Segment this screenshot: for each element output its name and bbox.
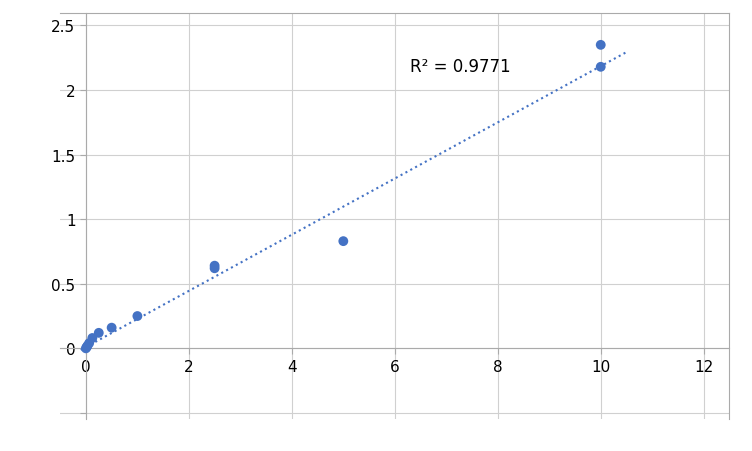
Point xyxy=(83,340,96,347)
Point xyxy=(86,335,99,342)
Point xyxy=(208,262,220,270)
Point xyxy=(81,342,93,350)
Point xyxy=(92,330,105,337)
Text: R² = 0.9771: R² = 0.9771 xyxy=(411,58,511,75)
Point xyxy=(105,324,117,331)
Point xyxy=(80,344,92,351)
Point xyxy=(80,345,92,352)
Point xyxy=(208,265,220,272)
Point xyxy=(595,64,607,71)
Point xyxy=(338,238,350,245)
Point xyxy=(595,42,607,49)
Point xyxy=(132,313,144,320)
